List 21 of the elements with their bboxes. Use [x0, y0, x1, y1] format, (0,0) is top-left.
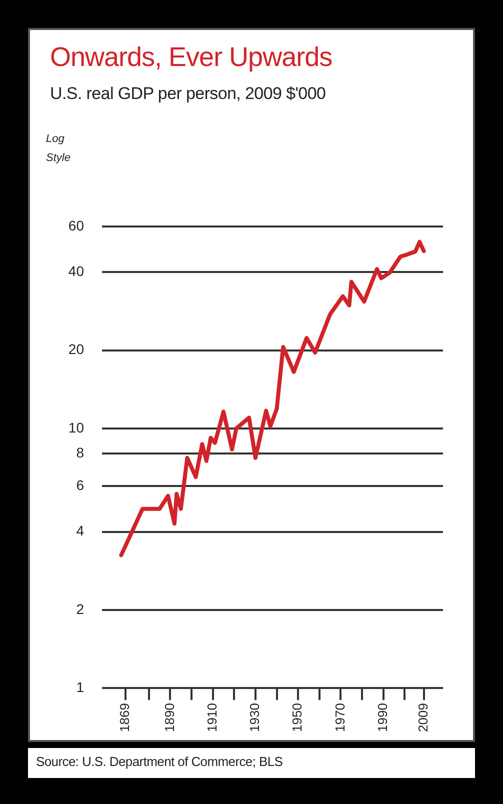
x-tick-label: 1930: [247, 703, 262, 732]
chart-subtitle: U.S. real GDP per person, 2009 $'000: [50, 84, 326, 104]
x-tick-label: 1910: [204, 703, 220, 732]
source-note: Source: U.S. Department of Commerce; BLS: [36, 754, 283, 769]
y-axis-title: Log Style: [46, 132, 72, 166]
y-tick-label: 8: [76, 444, 84, 460]
x-tick-label: 1990: [374, 703, 390, 732]
x-tick-label: 1950: [290, 703, 305, 732]
y-tick-label: 60: [68, 217, 84, 234]
y-tick-label: 40: [68, 262, 84, 279]
y-tick-label: 10: [68, 419, 84, 436]
y-tick-label: 20: [68, 341, 84, 358]
y-tick-label: 2: [76, 600, 84, 617]
y-tick-label: 6: [76, 476, 84, 493]
y-tick-label: 4: [76, 522, 84, 539]
x-tick-label: 1869: [117, 703, 132, 732]
x-tick-label: 1890: [162, 703, 177, 732]
y-tick-label: 1: [76, 678, 84, 695]
x-tick-label: 2009: [415, 703, 430, 732]
chart-title: Onwards, Ever Upwards: [50, 42, 332, 73]
x-tick-label: 1970: [332, 703, 348, 732]
